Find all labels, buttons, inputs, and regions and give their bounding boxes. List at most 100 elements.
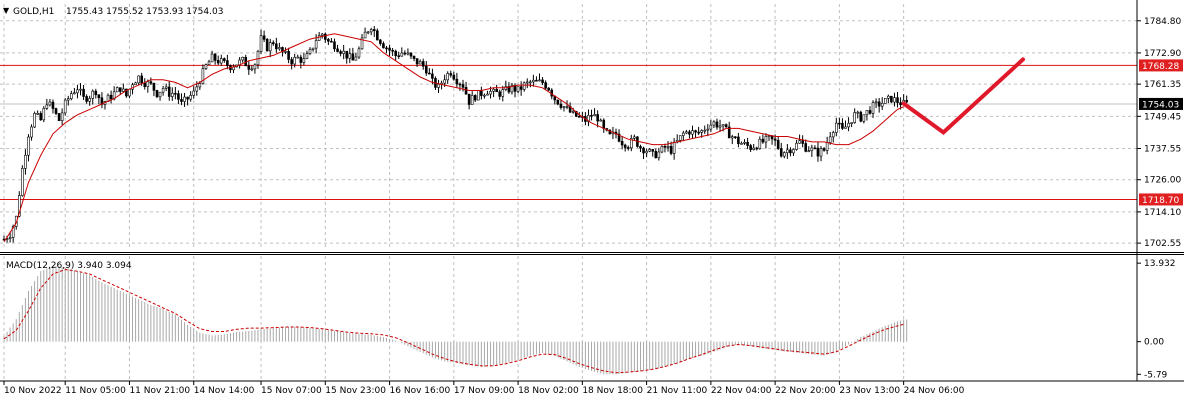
candle-body [743, 141, 746, 144]
ohlc-readout: 1755.43 1755.52 1753.93 1754.03 [66, 7, 223, 17]
candle-body [409, 52, 413, 57]
candle-body [645, 150, 648, 154]
candle-body [161, 88, 165, 93]
candlesticks [2, 26, 909, 243]
candle-body [810, 147, 814, 152]
candle-body [21, 168, 24, 196]
candle-body [354, 56, 358, 61]
candle-body [284, 51, 287, 53]
candle-body [544, 82, 547, 89]
candle-body [816, 147, 820, 157]
projection-path[interactable] [901, 57, 1025, 135]
candle-body [480, 89, 483, 96]
candle-body [48, 101, 52, 106]
candle-body [385, 47, 388, 50]
candle-body [718, 125, 722, 128]
candle-body [391, 50, 394, 52]
projection-drawing[interactable] [901, 57, 1025, 135]
horizontal-line-label: 1768.28 [1142, 62, 1179, 72]
candle-body [868, 110, 872, 114]
candle-body [424, 65, 428, 74]
candle-body [859, 111, 863, 122]
candle-body [880, 103, 884, 107]
candle-body [473, 95, 477, 101]
time-tick-label: 15 Nov 23:00 [325, 386, 386, 396]
candle-body [201, 68, 205, 84]
candle-body [115, 87, 119, 93]
candle-body [437, 83, 440, 88]
candle-body [271, 42, 275, 45]
candle-body [651, 149, 655, 152]
time-tick-label: 23 Nov 13:00 [839, 386, 900, 396]
candle-body [219, 58, 223, 64]
candle-body [180, 99, 183, 102]
candle-body [24, 154, 27, 169]
candle-body [501, 89, 505, 97]
candle-body [366, 31, 370, 34]
candle-body [510, 84, 514, 93]
time-tick-label: 11 Nov 05:00 [65, 386, 126, 396]
candle-body [97, 94, 101, 99]
candle-body [299, 56, 303, 63]
candle-body [734, 136, 737, 139]
price-tick-label: 1772.90 [1144, 49, 1181, 59]
candle-body [446, 73, 450, 81]
candle-body [703, 129, 707, 132]
candle-body [844, 126, 847, 129]
candle-body [532, 79, 535, 83]
candle-body [642, 147, 645, 154]
candle-body [57, 113, 61, 121]
candle-body [91, 90, 95, 99]
candle-body [36, 113, 39, 115]
moving-average-line [3, 33, 904, 243]
candle-body [348, 53, 352, 59]
candle-body [323, 33, 327, 40]
candle-body [669, 146, 673, 154]
candle-body [342, 50, 345, 54]
current-price-label-bg [1139, 97, 1183, 110]
candle-body [262, 35, 266, 40]
candle-body [538, 79, 541, 82]
candle-body [256, 51, 260, 66]
candle-body [287, 51, 290, 60]
candle-body [740, 143, 743, 145]
candle-body [835, 122, 838, 133]
collapse-triangle-icon[interactable]: ▼ [3, 6, 10, 15]
time-tick-label: 21 Nov 11:00 [647, 386, 708, 396]
candle-body [629, 138, 633, 149]
candle-body [149, 81, 153, 84]
candle-body [752, 147, 756, 150]
candle-body [529, 81, 532, 84]
candle-body [792, 149, 795, 154]
candle-body [137, 75, 140, 84]
candle-body [351, 53, 355, 61]
macd-tick-label: 13.932 [1144, 259, 1176, 269]
candle-body [314, 40, 318, 49]
candle-body [302, 58, 306, 63]
candle-body [226, 60, 229, 66]
candle-body [721, 124, 725, 127]
candle-body [672, 141, 676, 154]
horizontal-lines[interactable] [0, 64, 1137, 200]
horizontal-line-label-bg [1139, 59, 1183, 72]
candle-body [333, 41, 336, 50]
macd-panel [3, 265, 908, 375]
candle-body [455, 78, 459, 85]
candle-body [293, 57, 297, 65]
candle-body [507, 86, 511, 93]
candle-body [727, 126, 731, 139]
time-tick-label: 15 Nov 07:00 [261, 386, 322, 396]
candle-body [813, 147, 817, 150]
candle-body [476, 89, 480, 101]
candle-body [483, 94, 486, 97]
candle-body [782, 152, 786, 157]
candle-body [541, 79, 544, 83]
candle-body [691, 130, 694, 135]
candle-body [807, 150, 811, 153]
candle-body [167, 86, 171, 97]
candle-body [443, 79, 446, 84]
candle-body [8, 237, 12, 239]
candle-body [63, 99, 67, 114]
